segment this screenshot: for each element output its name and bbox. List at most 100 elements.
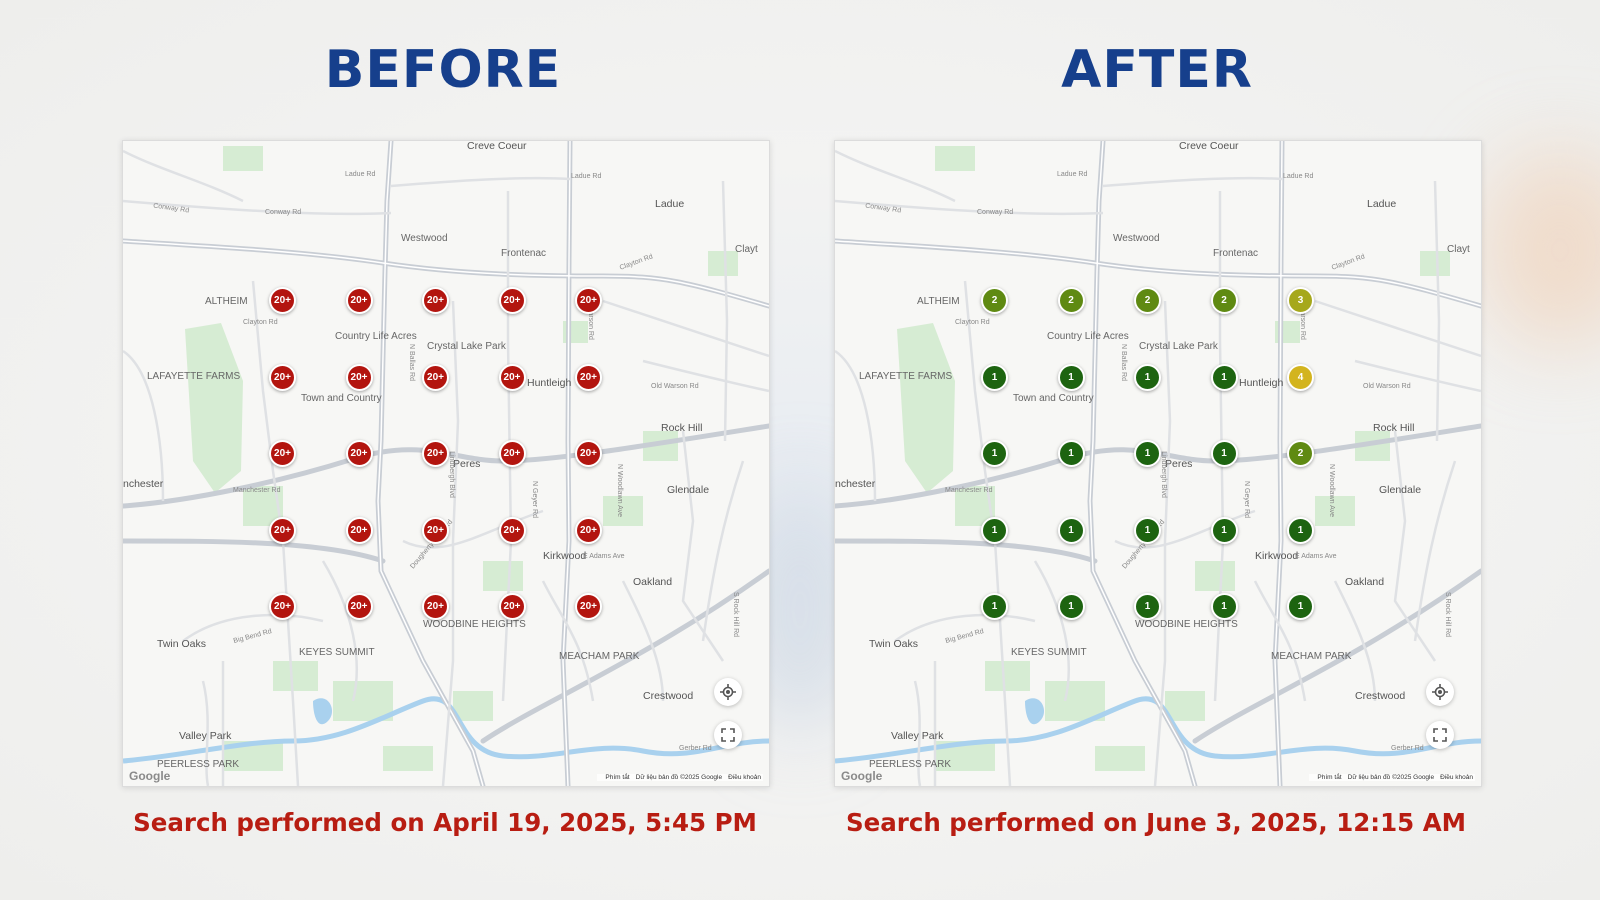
- map-base: [835, 141, 1481, 786]
- rank-pin[interactable]: 20+: [269, 440, 296, 467]
- place-label-westwood: Westwood: [401, 233, 448, 244]
- road-label-ballas-rd: N Ballas Rd: [407, 344, 415, 381]
- rank-pin[interactable]: 20+: [422, 593, 449, 620]
- rank-pin[interactable]: 20+: [498, 593, 526, 620]
- place-label-keyes-summit: KEYES SUMMIT: [1011, 647, 1087, 658]
- rank-pin[interactable]: 1: [1134, 593, 1161, 620]
- map-before[interactable]: Creve Coeur Ladue Westwood Frontenac ALTHEIM…: [122, 140, 770, 787]
- rank-pin[interactable]: 20+: [498, 516, 526, 544]
- rank-pin[interactable]: 1: [1210, 440, 1238, 467]
- rank-pin[interactable]: 20+: [498, 287, 526, 314]
- road-label-adams: E Adams Ave: [1295, 553, 1337, 560]
- rank-pin[interactable]: 20+: [575, 440, 602, 467]
- google-logo: Google: [841, 769, 883, 783]
- rank-pin[interactable]: 1: [1287, 516, 1314, 544]
- place-label-woodbine-heights: WOODBINE HEIGHTS: [423, 619, 526, 630]
- rank-pin[interactable]: 1: [981, 440, 1008, 467]
- attribution-data[interactable]: Dữ liệu bản đồ ©2025 Google: [635, 774, 723, 781]
- place-label-westwood: Westwood: [1113, 233, 1160, 244]
- rank-pin[interactable]: 2: [1287, 440, 1314, 467]
- place-label-keyes-summit: KEYES SUMMIT: [299, 647, 375, 658]
- rank-pin[interactable]: 1: [981, 363, 1008, 391]
- rank-pin[interactable]: 2: [1210, 287, 1238, 314]
- road-label-ladue-rd: Ladue Rd: [1057, 171, 1088, 178]
- rank-pin[interactable]: 20+: [575, 593, 602, 620]
- attribution-data[interactable]: Dữ liệu bản đồ ©2025 Google: [1347, 774, 1435, 781]
- road-label-manchester-rd: Manchester Rd: [233, 487, 281, 494]
- rank-pin[interactable]: 20+: [422, 516, 449, 544]
- rank-pin[interactable]: 2: [1057, 287, 1085, 314]
- road-label-conway-rd: Conway Rd: [977, 209, 1014, 216]
- rank-pin[interactable]: 20+: [575, 287, 602, 314]
- road-label-gerber: Gerber Rd: [679, 745, 712, 752]
- rank-pin[interactable]: 1: [981, 516, 1008, 544]
- rank-pin[interactable]: 20+: [345, 440, 373, 467]
- crosshair-locate-icon[interactable]: [1426, 678, 1454, 706]
- rank-pin[interactable]: 1: [1134, 363, 1161, 391]
- rank-pin[interactable]: 1: [1057, 593, 1085, 620]
- rank-pin[interactable]: 20+: [422, 440, 449, 467]
- place-label-country-life-acres: Country Life Acres: [1047, 331, 1129, 342]
- rank-pin[interactable]: 20+: [269, 593, 296, 620]
- road-label-old-warson-rd: Old Warson Rd: [651, 383, 699, 390]
- place-label-lafayette-farms: LAFAYETTE FARMS: [147, 371, 241, 382]
- rank-pin[interactable]: 1: [981, 593, 1008, 620]
- place-label-des-peres: Peres: [1165, 458, 1193, 470]
- rank-pin[interactable]: 20+: [498, 440, 526, 467]
- place-label-rock-hill: Rock Hill: [661, 422, 703, 434]
- attribution-shortcuts[interactable]: Phím tắt: [605, 774, 630, 781]
- rank-pin[interactable]: 2: [981, 287, 1008, 314]
- rank-pin[interactable]: 1: [1134, 516, 1161, 544]
- road-label-manchester-rd: Manchester Rd: [945, 487, 993, 494]
- crosshair-locate-icon[interactable]: [714, 678, 742, 706]
- rank-pin[interactable]: 20+: [345, 593, 373, 620]
- place-label-lafayette-farms: LAFAYETTE FARMS: [859, 371, 953, 382]
- rank-pin[interactable]: 20+: [422, 363, 449, 391]
- road-label-geyer-rd: N Geyer Rd: [1242, 481, 1250, 518]
- attribution-terms[interactable]: Điều khoản: [728, 774, 761, 781]
- attribution-shortcuts[interactable]: Phím tắt: [1317, 774, 1342, 781]
- place-label-town-and-country: Town and Country: [301, 393, 382, 404]
- fullscreen-expand-icon[interactable]: [1426, 721, 1454, 749]
- road-label-adams: E Adams Ave: [583, 553, 625, 560]
- place-label-crystal-lake-park: Crystal Lake Park: [1139, 341, 1218, 352]
- rank-pin[interactable]: 20+: [575, 516, 602, 544]
- place-label-meacham-park: MEACHAM PARK: [1271, 651, 1352, 662]
- fullscreen-expand-icon[interactable]: [714, 721, 742, 749]
- road-label-clayton-rd: Clayton Rd: [955, 319, 990, 326]
- rank-pin[interactable]: 20+: [498, 363, 526, 391]
- rank-pin[interactable]: 1: [1210, 363, 1238, 391]
- place-label-peerless-park: PEERLESS PARK: [157, 759, 240, 770]
- rank-pin[interactable]: 1: [1287, 593, 1314, 620]
- rank-pin[interactable]: 20+: [345, 363, 373, 391]
- rank-pin[interactable]: 20+: [269, 363, 296, 391]
- rank-pin[interactable]: 20+: [422, 287, 449, 314]
- road-label-lindbergh: Lindbergh Blvd: [447, 451, 455, 498]
- place-label-woodbine-heights: WOODBINE HEIGHTS: [1135, 619, 1238, 630]
- rank-pin[interactable]: 20+: [345, 287, 373, 314]
- rank-pin[interactable]: 1: [1057, 440, 1085, 467]
- rank-pin[interactable]: 20+: [269, 516, 296, 544]
- caption-after: Search performed on June 3, 2025, 12:15 …: [845, 808, 1467, 837]
- rank-pin[interactable]: 1: [1134, 440, 1161, 467]
- rank-pin[interactable]: 1: [1210, 516, 1238, 544]
- place-label-rock-hill: Rock Hill: [1373, 422, 1415, 434]
- place-label-peerless-park: PEERLESS PARK: [869, 759, 952, 770]
- rank-pin[interactable]: 1: [1057, 516, 1085, 544]
- rank-pin[interactable]: 2: [1134, 287, 1161, 314]
- panel-title-before: BEFORE: [324, 40, 562, 100]
- place-label-manchester: nchester: [123, 478, 164, 490]
- rank-pin[interactable]: 20+: [269, 287, 296, 314]
- rank-pin[interactable]: 20+: [345, 516, 373, 544]
- place-label-kirkwood: Kirkwood: [1255, 550, 1299, 562]
- road-label-gerber: Gerber Rd: [1391, 745, 1424, 752]
- map-after[interactable]: Creve Coeur Ladue Westwood Frontenac ALTHEIM…: [834, 140, 1482, 787]
- rank-pin[interactable]: 1: [1057, 363, 1085, 391]
- caption-before: Search performed on April 19, 2025, 5:45…: [133, 808, 757, 837]
- attribution-terms[interactable]: Điều khoản: [1440, 774, 1473, 781]
- rank-pin[interactable]: 4: [1287, 363, 1314, 391]
- place-label-altheim: ALTHEIM: [917, 296, 960, 307]
- rank-pin[interactable]: 20+: [575, 363, 602, 391]
- rank-pin[interactable]: 3: [1287, 287, 1314, 314]
- rank-pin[interactable]: 1: [1210, 593, 1238, 620]
